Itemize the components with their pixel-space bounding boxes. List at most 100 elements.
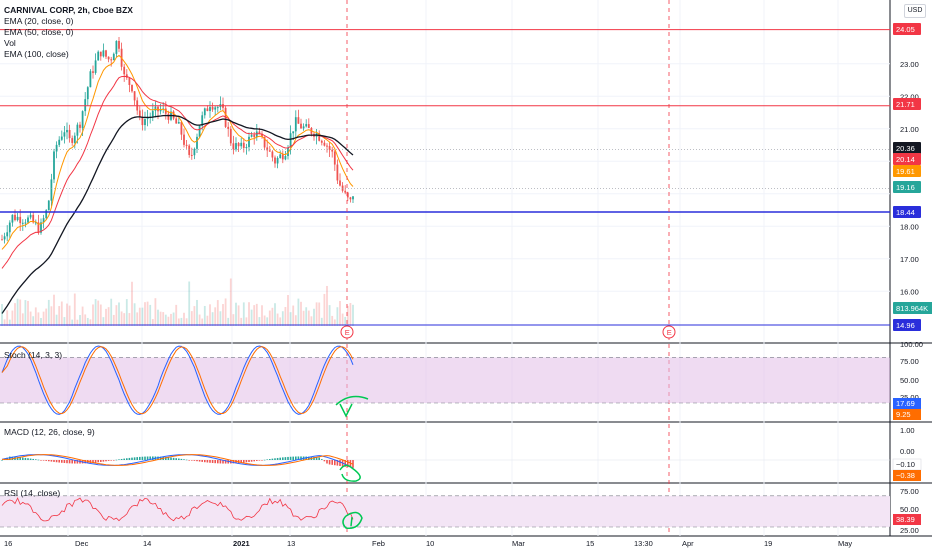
rsi-line [1,497,354,522]
volume-bar [216,300,219,326]
macd-hist-bar [167,457,170,460]
volume-bar [235,302,237,326]
macd-title[interactable]: MACD (12, 26, close, 9) [4,427,95,437]
macd-hist-bar [97,460,99,463]
macd-signal-line [2,454,354,466]
symbol-title[interactable]: CARNIVAL CORP, 2h, Cboe BZX [4,5,133,15]
macd-hist-bar [331,460,333,465]
macd-hist-bar [318,457,320,460]
volume-bar [339,301,341,326]
volume-bar [149,304,152,326]
candle-body [183,134,185,145]
macd-hist-bar [66,460,68,464]
candle-body [201,115,204,126]
candle-body [344,190,347,193]
macd-hist-bar [24,457,27,460]
candle-body [11,214,14,223]
volume-bar [307,310,310,326]
time-tick-label: 10 [426,539,434,548]
macd-hist-bar [152,456,154,460]
volume-bar [287,294,289,326]
volume-bar [97,300,100,326]
candle-body [341,185,344,191]
candle-body [248,136,250,148]
candle-body [167,113,170,120]
macd-hist-bar [258,460,261,461]
macd-hist-bar [172,457,175,460]
ema50-legend[interactable]: EMA (50, close, 0) [4,27,74,37]
macd-hist-bar [76,460,79,464]
volume-legend[interactable]: Vol [4,38,16,48]
macd-hist-bar [102,460,105,462]
volume-bar [112,314,115,326]
candle-body [266,147,269,151]
macd-hist-bar [263,459,266,461]
volume-bar [255,303,258,326]
macd-hist-bar [120,458,123,460]
candle-body [110,59,113,61]
volume-bar [16,298,19,326]
volume-bar [154,298,157,326]
candle-body [141,116,144,126]
candle-body [339,180,341,186]
macd-hist-bar [22,457,24,460]
candle-body [76,124,79,136]
volume-bar [294,315,297,326]
candle-body [151,110,154,117]
volume-bar [58,306,61,326]
stoch-tick-label: 75.00 [900,357,919,366]
macd-hist-bar [128,457,131,460]
candle-body [276,157,279,164]
macd-hist-bar [126,458,128,460]
candle-body [21,222,24,224]
candle-body [1,239,3,241]
volume-bar [110,298,113,326]
volume-bar [79,315,81,326]
macd-hist-bar [118,459,120,460]
ema100-legend[interactable]: EMA (100, close) [4,49,69,59]
price-marker-label: 19.16 [896,183,915,192]
rsi-title[interactable]: RSI (14, close) [4,488,61,498]
candle-body [188,145,191,155]
candle-body [261,133,263,137]
macd-hist-bar [68,460,71,464]
candle-body [55,144,58,152]
volume-bar [271,307,274,326]
macd-hist-bar [115,459,118,461]
price-marker [893,23,921,35]
time-tick-label: Feb [372,539,385,548]
candle-body [63,132,66,137]
time-tick-label: 13 [287,539,295,548]
macd-hist-bar [131,457,133,460]
price-tick-label: 17.00 [900,255,919,264]
volume-bar [157,309,159,326]
macd-hist-bar [219,460,222,464]
time-tick-label: 19 [764,539,772,548]
ema100-line [1,114,354,314]
time-tick-label: 2021 [233,539,250,548]
macd-hist-bar [133,457,136,460]
ema20-legend[interactable]: EMA (20, close, 0) [4,16,74,26]
price-marker-label: 813.964K [896,304,928,313]
candle-body [60,136,63,140]
candle-body [138,110,141,117]
macd-hist-bar [224,460,227,464]
volume-bar [227,317,230,326]
candle-body [123,66,126,75]
candle-body [333,151,336,165]
stoch-title[interactable]: Stoch (14, 3, 3) [4,350,63,360]
rsi-value-marker [893,514,921,525]
currency-badge[interactable]: USD [904,4,926,18]
rsi-tick-label: 75.00 [900,487,919,496]
volume-bar [141,307,144,326]
candle-body [32,214,35,223]
hand-drawn-annotation [339,464,361,482]
volume-bar [159,311,162,326]
candle-body [164,108,167,114]
macd-hist-bar [110,460,112,461]
macd-hist-bar [136,457,138,460]
hand-drawn-annotation [335,395,369,418]
hand-drawn-annotation [342,511,363,530]
time-tick-label: 14 [143,539,151,548]
